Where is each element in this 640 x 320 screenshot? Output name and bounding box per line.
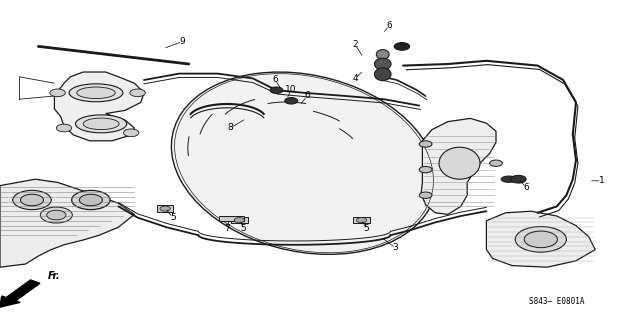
Bar	[219, 216, 244, 221]
Text: 6: 6	[305, 92, 310, 100]
Ellipse shape	[50, 89, 65, 97]
Ellipse shape	[79, 194, 102, 206]
Ellipse shape	[234, 218, 244, 223]
Ellipse shape	[419, 141, 432, 147]
Text: 5: 5	[241, 224, 246, 233]
Text: 3: 3	[393, 244, 398, 252]
Text: 4: 4	[353, 74, 358, 83]
Text: 2: 2	[353, 40, 358, 49]
Bar	[157, 205, 173, 212]
Ellipse shape	[72, 190, 110, 210]
Ellipse shape	[515, 227, 566, 252]
Text: S843— E0801A: S843— E0801A	[529, 297, 584, 306]
Ellipse shape	[172, 72, 436, 254]
Text: 9: 9	[180, 37, 185, 46]
Ellipse shape	[76, 115, 127, 133]
Ellipse shape	[374, 58, 391, 70]
Polygon shape	[486, 211, 595, 267]
Ellipse shape	[69, 84, 123, 102]
Ellipse shape	[13, 190, 51, 210]
Polygon shape	[421, 118, 496, 214]
Ellipse shape	[40, 207, 72, 223]
Ellipse shape	[524, 231, 557, 248]
Ellipse shape	[376, 50, 389, 59]
Polygon shape	[54, 72, 144, 141]
Ellipse shape	[83, 118, 119, 130]
Ellipse shape	[374, 68, 391, 81]
Text: 10: 10	[285, 85, 297, 94]
Ellipse shape	[130, 89, 145, 97]
Ellipse shape	[56, 124, 72, 132]
Ellipse shape	[270, 87, 283, 93]
Text: 7: 7	[225, 224, 230, 233]
Ellipse shape	[419, 166, 432, 173]
Ellipse shape	[160, 206, 170, 211]
Text: 1: 1	[599, 176, 604, 185]
Ellipse shape	[490, 160, 502, 166]
Text: 6: 6	[387, 21, 392, 30]
Polygon shape	[0, 179, 134, 267]
Ellipse shape	[439, 147, 480, 179]
Ellipse shape	[20, 194, 44, 206]
Ellipse shape	[77, 87, 115, 99]
Text: 8: 8	[228, 124, 233, 132]
Text: 5: 5	[364, 224, 369, 233]
Ellipse shape	[419, 192, 432, 198]
FancyArrow shape	[0, 280, 40, 307]
Ellipse shape	[511, 175, 526, 183]
Bar	[231, 217, 248, 223]
Ellipse shape	[285, 98, 298, 104]
Ellipse shape	[356, 218, 367, 223]
Ellipse shape	[124, 129, 139, 137]
Text: 5: 5	[170, 213, 175, 222]
Text: Fr.: Fr.	[48, 271, 61, 281]
Ellipse shape	[501, 176, 516, 182]
Ellipse shape	[47, 210, 66, 220]
Text: 6: 6	[273, 76, 278, 84]
Bar	[353, 217, 370, 223]
Text: 6: 6	[524, 183, 529, 192]
Ellipse shape	[394, 43, 410, 50]
